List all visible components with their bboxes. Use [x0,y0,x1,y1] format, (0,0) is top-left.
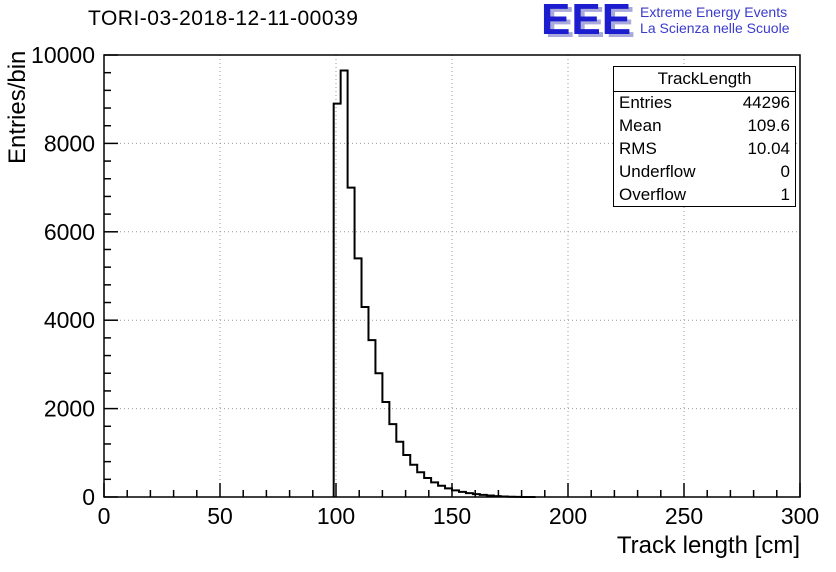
svg-text:0: 0 [82,484,95,510]
svg-text:200: 200 [549,503,587,529]
eee-logo-subtitle: Extreme Energy Events La Scienza nelle S… [640,0,789,36]
stats-row: RMS 10.04 [614,138,795,161]
stats-row: Entries 44296 [614,92,795,115]
stats-rows: Entries 44296 Mean 109.6 RMS 10.04 Underflow 0 O… [614,92,795,206]
eee-logo-line2: La Scienza nelle Scuole [640,20,790,36]
stats-row-value: 1 [780,184,790,204]
stats-row-value: 44296 [742,93,790,113]
stats-box: TrackLength Entries 44296 Mean 109.6 RMS 10.0… [613,66,796,207]
stats-title: TrackLength [614,67,795,92]
eee-logo-line1: Extreme Energy Events [640,4,788,20]
svg-text:100: 100 [317,503,355,529]
stats-row-label: Mean [619,116,662,136]
svg-text:50: 50 [207,503,233,529]
stats-row: Mean 109.6 [614,115,795,138]
svg-text:300: 300 [781,503,819,529]
stats-row-label: Underflow [619,161,696,181]
svg-text:150: 150 [433,503,471,529]
x-tick-labels: 0 50 100 150 200 250 300 [98,503,820,529]
eee-logo-text: EEE [541,0,633,44]
x-axis-title: Track length [cm] [616,532,800,559]
stats-row: Underflow 0 [614,160,795,183]
histogram-series [332,69,536,498]
plot-title: TORI-03-2018-12-11-00039 [88,7,359,30]
svg-text:8000: 8000 [44,130,95,156]
stats-row-value: 109.6 [747,116,790,136]
grid-lines [104,55,800,497]
svg-text:6000: 6000 [44,219,95,245]
svg-text:2000: 2000 [44,396,95,422]
svg-text:10000: 10000 [31,42,95,68]
stats-row: Overflow 1 [614,183,795,206]
y-tick-labels: 0 2000 4000 6000 8000 10000 [31,42,95,510]
stats-row-value: 10.04 [747,138,790,158]
svg-text:0: 0 [98,503,111,529]
svg-text:4000: 4000 [44,307,95,333]
axis-ticks [103,54,801,498]
stats-row-label: RMS [619,138,657,158]
stats-row-label: Overflow [619,184,687,204]
stats-row-value: 0 [780,161,790,181]
eee-logo: EEE Extreme Energy Events La Scienza nel… [541,0,789,44]
stats-row-label: Entries [619,93,672,113]
svg-text:250: 250 [665,503,703,529]
histogram-line [332,69,536,498]
y-axis-title: Entries/bin [4,50,31,164]
